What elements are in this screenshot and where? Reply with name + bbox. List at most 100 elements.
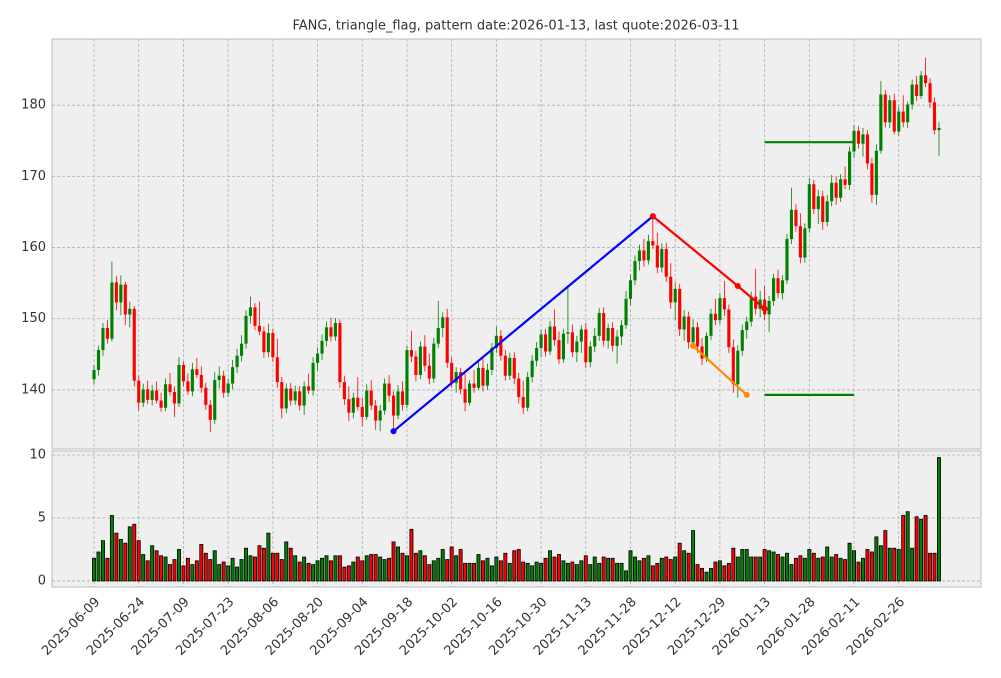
volume-bar bbox=[923, 515, 928, 582]
candle-body bbox=[445, 317, 449, 363]
candle-body bbox=[566, 332, 570, 334]
volume-bar bbox=[320, 557, 324, 582]
candle-body bbox=[405, 350, 409, 405]
candle-body bbox=[307, 386, 311, 391]
candle-body bbox=[883, 94, 887, 123]
candle-body bbox=[839, 179, 843, 198]
pattern-line bbox=[392, 215, 654, 433]
volume-bar bbox=[284, 541, 289, 582]
candle-body bbox=[383, 383, 387, 411]
volume-bar bbox=[132, 523, 137, 582]
candle-body bbox=[378, 410, 382, 421]
volume-bar bbox=[816, 557, 821, 582]
candle-body bbox=[356, 397, 360, 408]
y-tick-label: 170 bbox=[21, 169, 46, 184]
candle-body bbox=[231, 367, 235, 384]
volume-bar bbox=[691, 530, 696, 582]
candle-body bbox=[530, 360, 534, 378]
volume-bar bbox=[436, 557, 441, 582]
volume-bar bbox=[896, 549, 901, 582]
candle-body bbox=[785, 239, 789, 281]
volume-bar bbox=[771, 551, 776, 582]
volume-bar bbox=[798, 555, 803, 582]
y-tick-label: 0 bbox=[38, 573, 46, 588]
pattern-point bbox=[690, 342, 697, 349]
candle-body bbox=[722, 298, 726, 310]
volume-bar bbox=[154, 550, 159, 582]
volume-bar bbox=[105, 557, 110, 582]
volume-bar bbox=[650, 565, 655, 582]
candle-body bbox=[177, 365, 181, 404]
candle-body bbox=[704, 335, 709, 359]
candle-body bbox=[879, 94, 883, 151]
candle-body bbox=[919, 75, 923, 96]
candle-body bbox=[450, 362, 454, 383]
candle-body bbox=[365, 390, 369, 417]
candle-body bbox=[548, 326, 552, 352]
y-tick-label: 5 bbox=[38, 510, 46, 525]
volume-bar bbox=[709, 567, 713, 582]
volume-bar bbox=[753, 556, 758, 582]
volume-bar bbox=[852, 550, 856, 582]
candle-body bbox=[660, 248, 664, 268]
volume-bar bbox=[369, 554, 374, 582]
volume-bar bbox=[163, 556, 168, 582]
volume-bar bbox=[409, 528, 414, 582]
volume-bar bbox=[302, 556, 307, 582]
candle-body bbox=[298, 391, 302, 406]
volume-bar bbox=[418, 550, 423, 582]
candle-body bbox=[687, 316, 691, 343]
candle-body bbox=[92, 369, 96, 380]
volume-bar bbox=[172, 559, 177, 582]
candle-body bbox=[628, 280, 633, 299]
candle-body bbox=[517, 378, 521, 398]
candle-body bbox=[320, 340, 324, 354]
candle-body bbox=[932, 102, 937, 131]
candle-body bbox=[749, 296, 753, 322]
candle-body bbox=[923, 75, 928, 84]
candle-body bbox=[423, 346, 427, 366]
candle-body bbox=[436, 327, 440, 344]
volume-bar bbox=[253, 556, 257, 582]
volume-bar bbox=[382, 559, 387, 582]
candle-body bbox=[168, 384, 172, 393]
candle-body bbox=[561, 333, 566, 360]
candle-body bbox=[253, 307, 257, 326]
volume-bar bbox=[306, 562, 311, 582]
volume-bar bbox=[901, 515, 906, 582]
volume-bar bbox=[458, 549, 463, 582]
volume-bar bbox=[887, 547, 892, 582]
volume-bar bbox=[92, 557, 96, 582]
candle-body bbox=[731, 347, 735, 385]
volume-bar bbox=[297, 561, 302, 582]
candle-body bbox=[150, 390, 154, 400]
volume-bar bbox=[503, 552, 508, 582]
candle-body bbox=[615, 336, 619, 346]
candle-body bbox=[539, 334, 543, 348]
candle-body bbox=[360, 407, 364, 417]
candle-body bbox=[673, 288, 677, 303]
volume-bar bbox=[226, 565, 231, 582]
volume-bar bbox=[789, 564, 794, 582]
volume-bar bbox=[177, 549, 181, 582]
candle-body bbox=[512, 357, 516, 379]
candle-body bbox=[163, 384, 168, 408]
volume-bar bbox=[217, 564, 222, 582]
volume-bar bbox=[843, 559, 848, 582]
volume-bar bbox=[387, 557, 392, 582]
volume-bar bbox=[619, 562, 624, 582]
candle-body bbox=[928, 83, 932, 103]
volume-bar bbox=[883, 530, 888, 582]
candle-body bbox=[584, 329, 588, 363]
candle-body bbox=[472, 383, 476, 388]
candle-body bbox=[593, 335, 597, 347]
volume-bar bbox=[324, 555, 329, 582]
volume-bar bbox=[910, 547, 915, 582]
candle-body bbox=[110, 282, 114, 339]
volume-bar bbox=[244, 547, 248, 582]
candle-body bbox=[678, 288, 682, 330]
candle-body bbox=[454, 372, 458, 383]
volume-bar bbox=[239, 559, 244, 582]
candle-body bbox=[794, 209, 798, 227]
volume-bar bbox=[472, 562, 476, 582]
